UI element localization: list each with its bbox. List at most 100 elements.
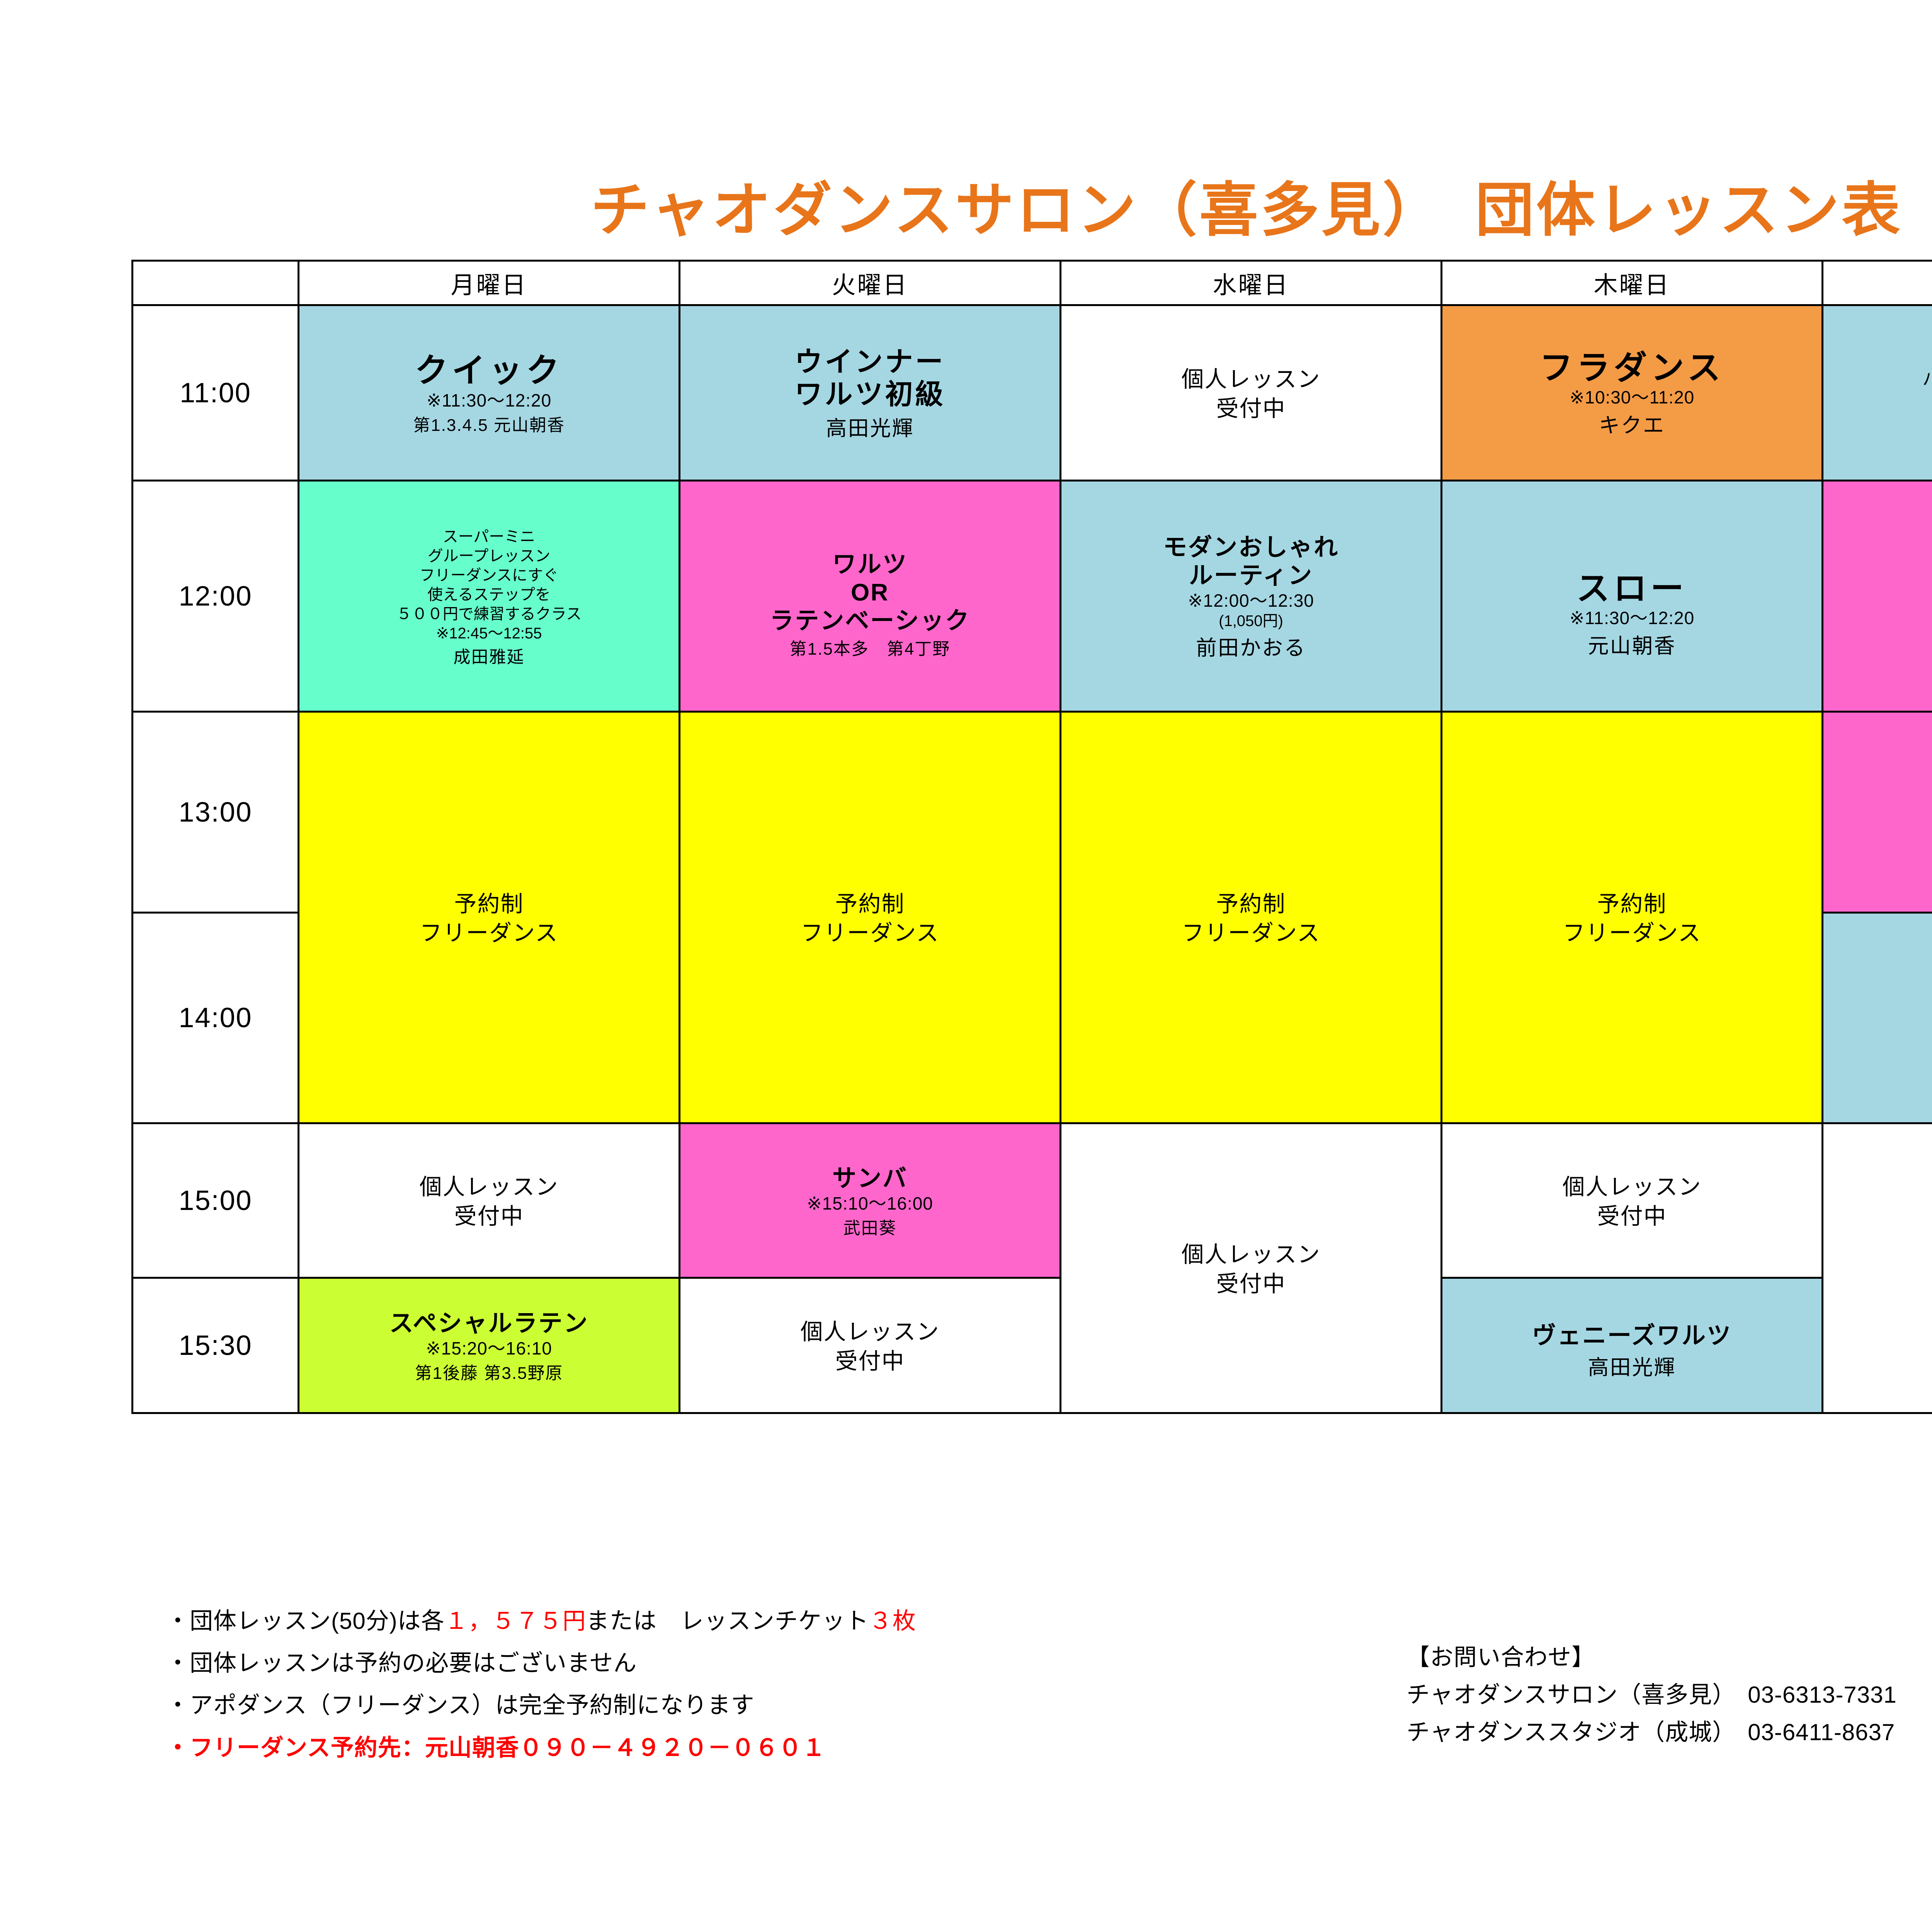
freedance-line2: フリーダンス bbox=[420, 921, 558, 946]
lesson-name-line2: ルーティン bbox=[1189, 562, 1313, 589]
lesson-teacher: 第1.3.4.5 元山朝香 bbox=[413, 415, 565, 435]
lesson-name-line1: ラテンのための bbox=[1827, 346, 1932, 368]
table-row-1300: 13:00 予約制 フリーダンス 予約制 フリーダンス 予約制 フリーダンス bbox=[131, 711, 1932, 1124]
lesson-time: ※11:30〜12:20 bbox=[426, 390, 552, 410]
lesson-time: ※15:20〜16:10 bbox=[426, 1338, 552, 1359]
lesson-time: ※11:30〜11:55 bbox=[1827, 390, 1932, 411]
private-lesson-line2: 受付中 bbox=[835, 1348, 905, 1374]
time-label-1500: 15:00 bbox=[131, 1122, 299, 1279]
lesson-desc-line1: ダンスタイムで bbox=[1827, 768, 1932, 790]
private-lesson-line1: 個人レッスン bbox=[800, 1319, 940, 1345]
cell-fri-1100[interactable]: ラテンのための バー＆ターンレッスン ※11:30〜11:55 武田葵 bbox=[1821, 304, 1932, 482]
cell-thu-1530[interactable]: ヴェニーズワルツ 高田光輝 bbox=[1440, 1277, 1823, 1414]
header-corner bbox=[131, 260, 299, 306]
private-lesson-line2: 受付中 bbox=[1597, 1203, 1667, 1229]
cell-wed-1200[interactable]: モダンおしゃれ ルーティン ※12:00〜12:30 (1,050円) 前田かお… bbox=[1060, 480, 1442, 713]
table-row-1200: 12:00 スーパーミニ グループレッスン フリーダンスにすぐ 使えるステップを… bbox=[131, 480, 1932, 713]
lesson-teacher: 武田葵 bbox=[1827, 628, 1932, 653]
footer-note-3: ・アポダンス（フリーダンス）は完全予約制になります bbox=[166, 1692, 755, 1719]
lesson-name: フラダンス bbox=[1539, 349, 1725, 386]
freedance-line1: 予約制 bbox=[835, 891, 905, 917]
lesson-name: ルンバ bbox=[1827, 812, 1932, 834]
lesson-time: ※10:30〜11:20 bbox=[1569, 387, 1695, 408]
time-label-1100: 11:00 bbox=[131, 304, 299, 482]
freedance-line1: 予約制 bbox=[454, 891, 524, 917]
header-day-thursday: 木曜日 bbox=[1440, 260, 1823, 306]
cell-wed-freedance[interactable]: 予約制 フリーダンス bbox=[1060, 711, 1442, 1124]
lesson-teacher: 第1後藤 第3.5野原 bbox=[415, 1364, 563, 1383]
lesson-teacher: 前田かおる bbox=[1196, 636, 1306, 660]
cell-wed-1500[interactable]: 個人レッスン 受付中 bbox=[1060, 1122, 1442, 1414]
table-row-1400: 14:00 クイック 成田雅延 bbox=[131, 912, 1932, 1124]
footer-notes: ・団体レッスン(50分)は各１，５７５円または レッスンチケット３枚 ・団体レッ… bbox=[166, 1600, 1422, 1769]
lesson-desc-line1: スーパーミニ bbox=[442, 528, 536, 545]
freedance-line2: フリーダンス bbox=[801, 921, 939, 946]
cell-fri-1200[interactable]: チャチャチャ 武田葵 bbox=[1821, 480, 1932, 713]
cell-thu-1500[interactable]: 個人レッスン 受付中 bbox=[1440, 1122, 1823, 1279]
lesson-teacher: キクエ bbox=[1599, 414, 1665, 437]
cell-thu-freedance[interactable]: 予約制 フリーダンス bbox=[1440, 711, 1823, 1124]
lesson-teacher: 元山朝香 bbox=[1588, 635, 1676, 658]
lesson-name-line1: ウインナー bbox=[794, 347, 946, 378]
footer-note-1: ・団体レッスン(50分)は各１，５７５円または レッスンチケット３枚 bbox=[166, 1600, 1422, 1642]
cell-fri-1300[interactable]: ダンスタイムで 差をつけよう ルンバ 金子千紘 bbox=[1821, 711, 1932, 914]
lesson-name: チャチャチャ bbox=[1827, 600, 1932, 628]
lesson-teacher: 成田雅延 bbox=[453, 647, 525, 667]
lesson-teacher: 成田雅延 bbox=[1827, 1034, 1932, 1065]
lesson-teacher: 第1.5本多 第4丁野 bbox=[789, 640, 951, 659]
cell-mon-1530[interactable]: スペシャルラテン ※15:20〜16:10 第1後藤 第3.5野原 bbox=[298, 1277, 680, 1414]
cell-thu-1100[interactable]: フラダンス ※10:30〜11:20 キクエ bbox=[1440, 304, 1823, 482]
header-day-monday: 月曜日 bbox=[298, 260, 680, 306]
cell-mon-freedance[interactable]: 予約制 フリーダンス bbox=[298, 711, 680, 1124]
table-row-1500: 15:00 個人レッスン 受付中 サンバ ※15:10〜16:00 武田葵 個人… bbox=[131, 1122, 1932, 1414]
freedance-line1: 予約制 bbox=[1597, 891, 1667, 917]
table-row-1530: 15:30 スペシャルラテン ※15:20〜16:10 第1後藤 第3.5野原 … bbox=[131, 1277, 1932, 1414]
cell-mon-1100[interactable]: クイック ※11:30〜12:20 第1.3.4.5 元山朝香 bbox=[298, 304, 680, 482]
freedance-line1: 予約制 bbox=[1216, 891, 1286, 917]
contact-salon-kitami: チャオダンスサロン（喜多見） 03-6313-7331 bbox=[1406, 1682, 1897, 1708]
private-lesson-line2: 受付中 bbox=[1216, 396, 1286, 421]
freedance-line2: フリーダンス bbox=[1563, 921, 1701, 946]
lesson-name-line3: ラテンベーシック bbox=[770, 607, 970, 635]
footer-note-1-price: １，５７５円 bbox=[444, 1608, 586, 1634]
lesson-desc-line5: ５００円で練習するクラス bbox=[396, 605, 582, 623]
private-lesson-line2: 受付中 bbox=[454, 1203, 524, 1229]
cell-tue-1200[interactable]: ワルツ OR ラテンベーシック 第1.5本多 第4丁野 bbox=[679, 480, 1061, 713]
footer-note-1-a: ・団体レッスン(50分)は各 bbox=[166, 1608, 445, 1634]
lesson-teacher: 高田光輝 bbox=[1588, 1356, 1676, 1379]
lesson-time: ※11:30〜12:20 bbox=[1569, 608, 1695, 628]
lesson-time: ※12:00〜12:30 bbox=[1188, 590, 1314, 611]
cell-tue-1100[interactable]: ウインナー ワルツ初級 高田光輝 bbox=[679, 304, 1061, 482]
cell-tue-1500[interactable]: サンバ ※15:10〜16:00 武田葵 bbox=[679, 1122, 1061, 1279]
page-title: チャオダンスサロン（喜多見） 団体レッスン表（3月） bbox=[590, 177, 1932, 243]
lesson-name-line2: バー＆ターンレッスン bbox=[1922, 368, 1932, 389]
lesson-price: (1,050円) bbox=[1219, 613, 1283, 630]
private-lesson-line2: 受付中 bbox=[1216, 1271, 1286, 1297]
cell-mon-1200[interactable]: スーパーミニ グループレッスン フリーダンスにすぐ 使えるステップを ５００円で… bbox=[298, 480, 680, 713]
lesson-desc-line4: 使えるステップを bbox=[427, 586, 551, 603]
lesson-name: クイック bbox=[415, 352, 563, 390]
time-label-1530: 15:30 bbox=[131, 1277, 299, 1414]
cell-fri-1500[interactable]: 個人レッスン 受付中 bbox=[1821, 1122, 1932, 1414]
cell-tue-1530[interactable]: 個人レッスン 受付中 bbox=[679, 1277, 1061, 1414]
private-lesson-line1: 個人レッスン bbox=[1562, 1174, 1702, 1200]
freedance-line2: フリーダンス bbox=[1182, 921, 1320, 946]
lesson-name: サンバ bbox=[832, 1165, 908, 1192]
lesson-desc-line3: フリーダンスにすぐ bbox=[419, 567, 559, 584]
footer-note-4-reservation: ・フリーダンス予約先：元山朝香０９０－４９２０－０６０１ bbox=[166, 1734, 826, 1761]
lesson-name: スロー bbox=[1576, 570, 1688, 607]
cell-mon-1500[interactable]: 個人レッスン 受付中 bbox=[298, 1122, 680, 1279]
lesson-name-line1: ワルツ bbox=[832, 551, 908, 578]
header-day-wednesday: 水曜日 bbox=[1060, 260, 1442, 306]
lesson-desc-line2: グループレッスン bbox=[427, 547, 551, 565]
cell-thu-1200[interactable]: スロー ※11:30〜12:20 元山朝香 bbox=[1440, 480, 1823, 713]
lesson-name: スペシャルラテン bbox=[389, 1310, 589, 1337]
table-row-1100: 11:00 クイック ※11:30〜12:20 第1.3.4.5 元山朝香 ウイ… bbox=[131, 304, 1932, 482]
cell-fri-1400[interactable]: クイック 成田雅延 bbox=[1821, 912, 1932, 1124]
header-day-friday: 金曜日 bbox=[1821, 260, 1932, 306]
lesson-name-line2: OR bbox=[851, 579, 889, 606]
table-header-row: 月曜日 火曜日 水曜日 木曜日 金曜日 土曜日 bbox=[131, 260, 1932, 306]
cell-wed-1100[interactable]: 個人レッスン 受付中 bbox=[1060, 304, 1442, 482]
cell-tue-freedance[interactable]: 予約制 フリーダンス bbox=[679, 711, 1061, 1124]
